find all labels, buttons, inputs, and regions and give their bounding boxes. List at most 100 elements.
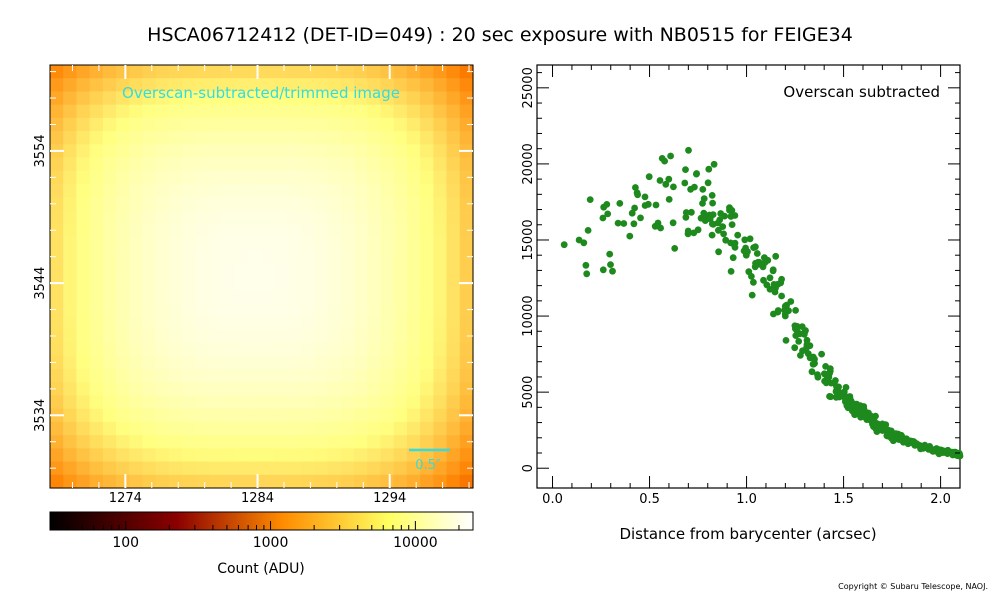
heatmap-pixel <box>420 78 434 93</box>
heatmap-pixel <box>155 474 170 489</box>
heatmap-pixel <box>287 91 302 106</box>
heatmap-pixel <box>142 210 157 225</box>
heatmap-pixel <box>168 276 183 291</box>
heatmap-pixel <box>248 91 263 106</box>
heatmap-pixel <box>221 461 236 476</box>
heatmap-pixel <box>168 263 183 278</box>
heatmap-pixel <box>459 421 474 436</box>
heatmap-pixel <box>102 355 117 370</box>
heatmap-pixel <box>155 342 170 357</box>
heatmap-pixel <box>367 170 382 185</box>
heatmap-pixel <box>261 183 276 198</box>
heatmap-pixel <box>248 342 263 357</box>
heatmap-pixel <box>168 91 183 106</box>
heatmap-pixel <box>221 131 236 145</box>
heatmap-pixel <box>261 144 276 159</box>
scatter-point <box>822 363 829 370</box>
heatmap-pixel <box>129 342 144 357</box>
heatmap-pixel <box>340 474 355 489</box>
heatmap-pixel <box>459 197 474 212</box>
heatmap-pixel <box>314 369 329 383</box>
heatmap-pixel <box>327 395 342 410</box>
heatmap-pixel <box>116 131 130 145</box>
heatmap-pixel <box>380 183 395 198</box>
heatmap-pixel <box>287 157 302 172</box>
heatmap-pixel <box>221 236 236 251</box>
heatmap-pixel <box>354 250 368 264</box>
heatmap-pixel <box>116 408 130 423</box>
heatmap-pixel <box>367 117 382 132</box>
heatmap-pixel <box>433 236 448 251</box>
heatmap-pixel <box>393 382 408 397</box>
heatmap-pixel <box>142 329 157 344</box>
heatmap-pixel <box>89 369 104 383</box>
heatmap-pixel <box>155 276 170 291</box>
scatter-point <box>699 200 706 207</box>
heatmap-pixel <box>354 91 368 106</box>
heatmap-pixel <box>248 104 263 119</box>
scatter-point <box>609 267 616 275</box>
scatter-point <box>693 170 700 178</box>
heatmap-pixel <box>248 170 263 185</box>
heatmap-pixel <box>63 131 78 145</box>
heatmap-pixel <box>406 435 421 449</box>
heatmap-pixel <box>287 104 302 119</box>
heatmap-pixel <box>380 474 395 489</box>
heatmap-pixel <box>354 183 368 198</box>
heatmap-pixel <box>274 170 289 185</box>
scatter-x-tick-label: 0.0 <box>542 492 563 507</box>
heatmap-pixel <box>89 355 104 370</box>
heatmap-pixel <box>287 421 302 436</box>
heatmap-pixel <box>221 302 236 317</box>
heatmap-pixel <box>393 65 408 79</box>
heatmap-pixel <box>446 382 461 397</box>
heatmap-pixel <box>182 236 197 251</box>
heatmap-pixel <box>195 183 210 198</box>
heatmap-pixel <box>235 104 249 119</box>
heatmap-pixel <box>76 170 91 185</box>
scatter-point <box>782 337 790 344</box>
heatmap-pixel <box>208 78 223 93</box>
heatmap-pixel <box>116 421 130 436</box>
heatmap-pixel <box>182 170 197 185</box>
heatmap-pixel <box>446 355 461 370</box>
scatter-point <box>722 236 730 244</box>
scatter-point <box>866 413 874 421</box>
heatmap-pixel <box>116 276 130 291</box>
colorbar <box>49 511 474 531</box>
scatter-point <box>769 266 777 274</box>
heatmap-pixel <box>420 289 434 304</box>
heatmap-pixel <box>287 223 302 238</box>
heatmap-pixel <box>235 395 249 410</box>
heatmap-pixel <box>261 250 276 264</box>
heatmap-pixel <box>314 302 329 317</box>
heatmap-pixel <box>446 117 461 132</box>
heatmap-pixel <box>235 355 249 370</box>
heatmap-pixel <box>327 157 342 172</box>
heatmap-pixel <box>287 435 302 449</box>
scatter-point <box>616 200 624 207</box>
heatmap-pixel <box>367 408 382 423</box>
heatmap-pixel <box>261 104 276 119</box>
heatmap-pixel <box>433 104 448 119</box>
heatmap-pixel <box>420 461 434 476</box>
heatmap-pixel <box>274 250 289 264</box>
heatmap-pixel <box>195 408 210 423</box>
scatter-point <box>804 350 812 358</box>
heatmap-pixel <box>195 250 210 264</box>
heatmap-pixel <box>314 421 329 436</box>
heatmap-pixel <box>420 382 434 397</box>
heatmap-pixel <box>208 302 223 317</box>
heatmap-pixel <box>129 91 144 106</box>
heatmap-pixel <box>235 210 249 225</box>
heatmap-pixel <box>248 263 263 278</box>
heatmap-pixel <box>261 302 276 317</box>
heatmap-pixel <box>248 395 263 410</box>
heatmap-y-tick-label: 3534 <box>33 399 48 432</box>
heatmap-pixel <box>340 289 355 304</box>
scatter-point <box>607 261 614 268</box>
heatmap-pixel <box>76 316 91 330</box>
heatmap-pixel <box>393 408 408 423</box>
heatmap-pixel <box>129 104 144 119</box>
heatmap-pixel <box>168 236 183 251</box>
